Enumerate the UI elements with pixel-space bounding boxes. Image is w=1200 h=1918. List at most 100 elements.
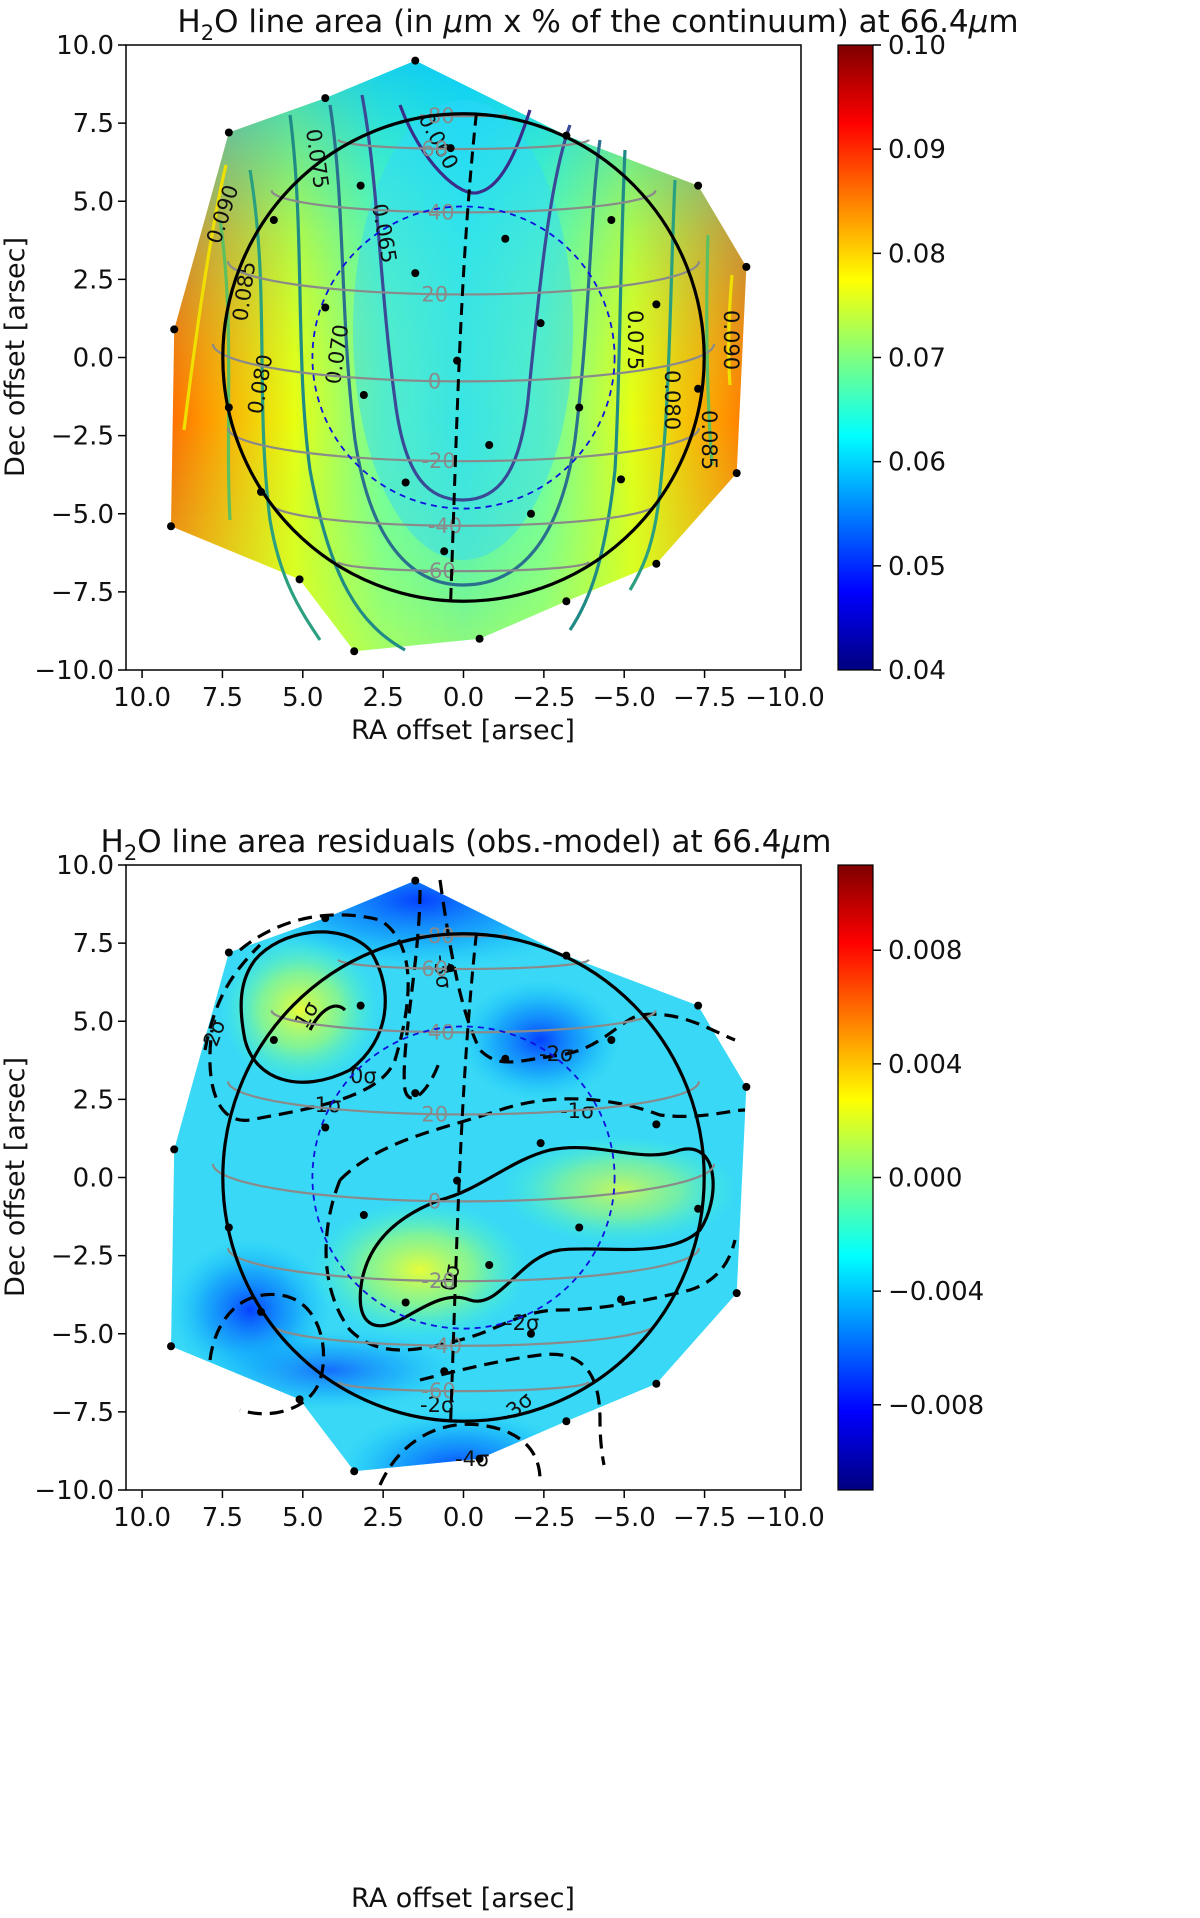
observation-point	[224, 403, 233, 412]
observation-point	[224, 948, 233, 957]
observation-point	[411, 269, 420, 278]
contour-neg2sigma-bottom	[419, 1352, 606, 1466]
y-tick-label: 0.0	[73, 1164, 114, 1194]
observation-point	[257, 487, 265, 496]
central-meridian	[449, 933, 478, 1422]
y-tick-label: −10.0	[34, 656, 114, 686]
y-tick-label: −2.5	[51, 1242, 114, 1272]
observation-point	[411, 56, 420, 65]
contour-label: 0.080	[660, 370, 684, 430]
x-tick-label: 7.5	[202, 1503, 243, 1533]
contour-label: 0.090	[719, 310, 743, 370]
colorbar-tick-label: 0.000	[888, 1164, 962, 1194]
observation-point	[485, 441, 494, 449]
y-axis-label: Dec offset [arsec]	[0, 237, 31, 477]
observation-point	[575, 1223, 584, 1232]
x-tick-label: 5.0	[282, 1503, 323, 1533]
contour-label: -4σ	[455, 1447, 489, 1471]
inner-beam-circle	[311, 205, 616, 510]
x-tick-label: 0.0	[443, 1503, 484, 1533]
y-tick-label: −7.5	[51, 578, 114, 608]
y-tick-label: 7.5	[73, 109, 114, 139]
observation-point	[694, 1001, 703, 1010]
chart-title: H2O line area residuals (obs.-model) at …	[101, 824, 832, 865]
observation-point	[269, 216, 278, 224]
latitude-label: 0	[428, 1189, 441, 1213]
planet-limb	[221, 932, 706, 1423]
latitude-label: 20	[421, 282, 448, 306]
observation-point	[575, 403, 584, 412]
latitude-line	[270, 190, 657, 214]
x-tick-label: 10.0	[113, 1503, 171, 1533]
colorbar	[837, 44, 874, 671]
observation-point	[356, 181, 365, 190]
observation-point	[295, 575, 304, 584]
contour-0080-left	[248, 169, 322, 641]
contour-0sigma-lower	[324, 1179, 737, 1352]
contour-label: 0.085	[697, 410, 721, 470]
colorbar-tick-label: 0.08	[888, 239, 946, 269]
observation-point	[359, 391, 368, 399]
observation-point	[527, 509, 535, 518]
observation-point	[356, 1001, 365, 1010]
observation-point	[607, 1036, 616, 1044]
x-axis-label: RA offset [arsec]	[351, 1883, 575, 1914]
y-tick-label: −5.0	[51, 1320, 114, 1350]
observation-point	[321, 303, 330, 312]
colorbar-ticks: 0.008 0.004 0.000 −0.004 −0.008	[873, 936, 984, 1421]
y-tick-label: 2.5	[73, 1085, 114, 1115]
x-tick-label: 0.0	[443, 683, 484, 713]
observation-point	[440, 547, 449, 556]
latitude-line	[337, 561, 590, 573]
observation-point	[359, 1211, 368, 1219]
latitude-label: 40	[428, 200, 455, 224]
x-tick-label: −7.5	[673, 683, 736, 713]
contour-label: 0σ	[436, 1262, 464, 1292]
observation-point	[652, 1120, 661, 1129]
contour-label: 0σ	[350, 1064, 377, 1088]
observation-point	[453, 356, 462, 365]
y-tick-label: −7.5	[51, 1398, 114, 1428]
observation-point	[350, 647, 359, 656]
contour-0sigma-mid	[358, 1145, 715, 1328]
colorbar	[837, 864, 874, 1491]
x-tick-label: −7.5	[673, 1503, 736, 1533]
latitude-line	[211, 343, 716, 383]
observation-point	[295, 1395, 304, 1404]
observation-point	[527, 1329, 535, 1338]
latitude-label: -20	[421, 449, 455, 473]
observation-point	[446, 144, 455, 153]
latitude-line	[337, 959, 590, 971]
observation-point	[742, 262, 751, 271]
observation-point	[321, 914, 330, 923]
latitude-line	[226, 1247, 701, 1283]
y-tick-label: 5.0	[73, 187, 114, 217]
colorbar-tick-label: 0.06	[888, 448, 946, 478]
x-tick-label: −10.0	[745, 1503, 825, 1533]
observation-point	[501, 234, 510, 243]
contour-label: 0.075	[623, 310, 647, 370]
latitude-label: -20	[421, 1269, 455, 1293]
x-axis: 10.0 7.5 5.0 2.5 0.0 −2.5 −5.0 −7.5 −10.0	[113, 1490, 825, 1533]
x-axis-label: RA offset [arsec]	[351, 715, 575, 746]
colorbar-tick-label: 0.004	[888, 1050, 962, 1080]
latitude-line	[270, 503, 657, 527]
y-tick-label: 10.0	[56, 31, 114, 61]
observation-point	[652, 559, 661, 568]
y-tick-label: −2.5	[51, 422, 114, 452]
x-tick-label: −2.5	[512, 1503, 575, 1533]
latitude-line	[337, 139, 590, 151]
x-tick-label: −2.5	[512, 683, 575, 713]
contour-0075-right	[568, 149, 627, 631]
x-tick-label: −10.0	[745, 683, 825, 713]
colorbar-tick-label: 0.10	[888, 31, 946, 61]
observation-point	[732, 1289, 741, 1298]
observation-point	[401, 478, 410, 487]
contour-0085-left	[218, 219, 232, 521]
latitude-label: 20	[421, 1102, 448, 1126]
observation-point	[167, 522, 175, 531]
observation-point	[742, 1082, 751, 1091]
